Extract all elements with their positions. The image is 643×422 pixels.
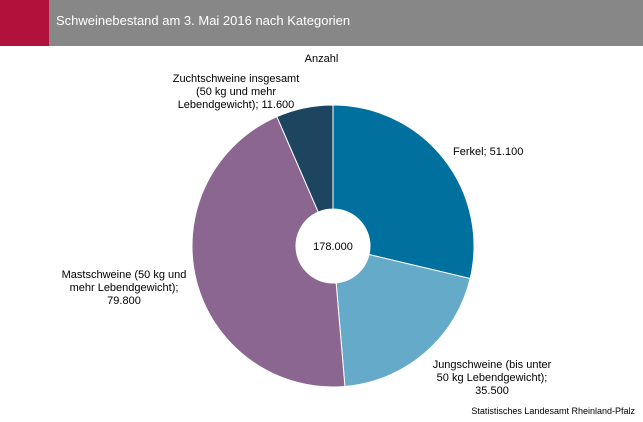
slice-label-1: Ferkel; 51.100 [453, 146, 523, 158]
pie-slice-2 [335, 253, 471, 388]
pie-slice-1 [332, 104, 475, 280]
slice-label-4: Zuchtschweine insgesamt (50 kg und mehr Le… [173, 73, 300, 111]
slice-label-3: Mastschweine (50 kg und mehr Lebendgewich… [62, 269, 187, 307]
pie-slice-3 [191, 115, 346, 388]
chart-subtitle: Anzahl [304, 53, 339, 65]
source-note: Statistisches Landesamt Rheinland-Pfalz [471, 406, 635, 416]
center-total-label: 178.000 [313, 241, 353, 253]
pie-slice-4 [276, 104, 334, 213]
header-bar: Schweinebestand am 3. Mai 2016 nach Kate… [0, 0, 643, 46]
chart-title: Schweinebestand am 3. Mai 2016 nach Kate… [56, 13, 351, 28]
header-accent [0, 0, 49, 46]
slice-label-2: Jungschweine (bis unter 50 kg Lebendgewic… [433, 359, 552, 397]
